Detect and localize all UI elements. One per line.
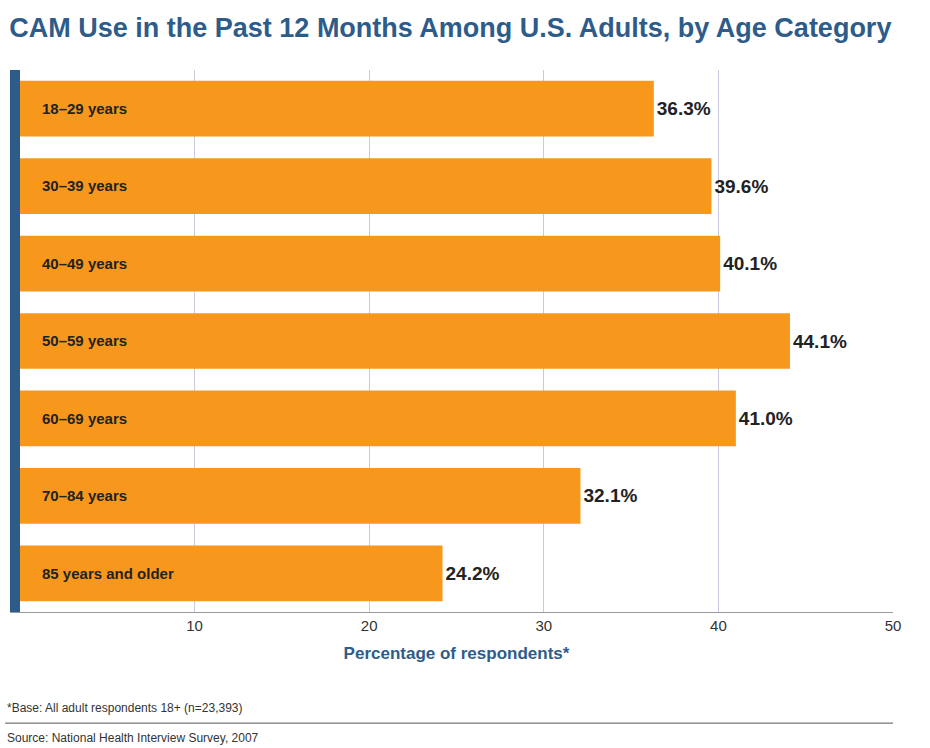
svg-text:44.1%: 44.1%: [793, 331, 847, 352]
svg-text:50–59 years: 50–59 years: [42, 332, 127, 349]
svg-text:10: 10: [186, 617, 203, 634]
svg-text:60–69 years: 60–69 years: [42, 410, 127, 427]
svg-text:Percentage of respondents*: Percentage of respondents*: [344, 644, 570, 663]
svg-text:30: 30: [535, 617, 552, 634]
svg-text:32.1%: 32.1%: [583, 485, 637, 506]
svg-text:24.2%: 24.2%: [446, 563, 500, 584]
svg-text:Source: National Health Interv: Source: National Health Interview Survey…: [7, 731, 259, 745]
svg-text:18–29 years: 18–29 years: [42, 100, 127, 117]
svg-text:40: 40: [710, 617, 727, 634]
svg-text:20: 20: [361, 617, 378, 634]
svg-text:36.3%: 36.3%: [657, 98, 711, 119]
svg-text:30–39 years: 30–39 years: [42, 177, 127, 194]
svg-text:*Base: All adult respondents 1: *Base: All adult respondents 18+ (n=23,3…: [7, 701, 243, 715]
svg-text:70–84 years: 70–84 years: [42, 487, 127, 504]
svg-text:40–49 years: 40–49 years: [42, 255, 127, 272]
svg-text:41.0%: 41.0%: [739, 408, 793, 429]
svg-text:39.6%: 39.6%: [714, 176, 768, 197]
svg-text:50: 50: [885, 617, 902, 634]
svg-text:85 years and older: 85 years and older: [42, 565, 174, 582]
svg-text:40.1%: 40.1%: [723, 253, 777, 274]
svg-text:CAM Use in the Past 12 Months: CAM Use in the Past 12 Months Among U.S.…: [9, 13, 891, 43]
